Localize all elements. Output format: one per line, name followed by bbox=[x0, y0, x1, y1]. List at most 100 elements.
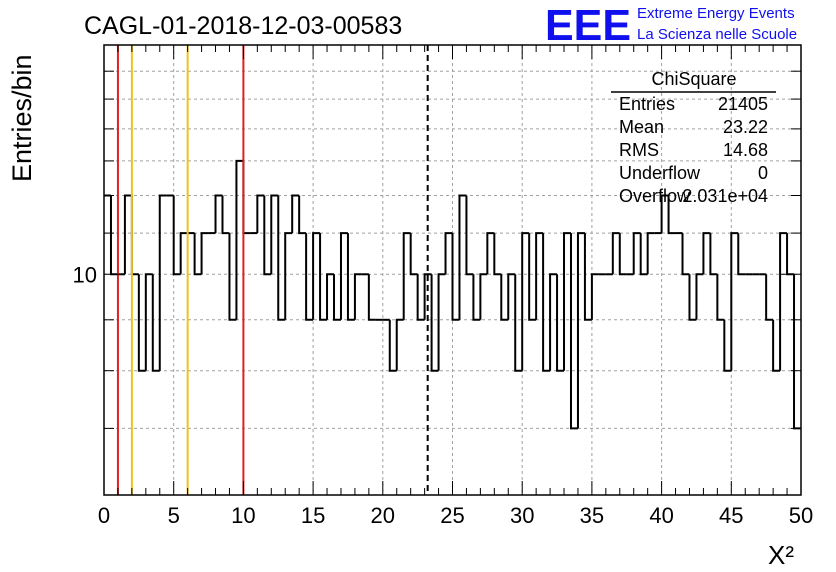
histogram-bin bbox=[312, 232, 321, 320]
stats-value-rms: 14.68 bbox=[723, 140, 768, 160]
histogram-bin bbox=[667, 195, 676, 235]
histogram-bin bbox=[451, 233, 460, 321]
histogram-bin bbox=[291, 194, 300, 234]
histogram-bin bbox=[172, 195, 181, 276]
histogram-bin bbox=[458, 194, 467, 320]
stats-label-rms: RMS bbox=[619, 140, 659, 160]
histogram-bin bbox=[179, 232, 188, 275]
histogram-bin bbox=[444, 232, 453, 275]
stats-value-entries: 21405 bbox=[718, 94, 768, 114]
histogram-bin bbox=[772, 319, 781, 372]
histogram-bin bbox=[493, 233, 502, 276]
histogram-bin bbox=[479, 273, 488, 320]
histogram-bin bbox=[765, 274, 774, 321]
x-tick-label: 15 bbox=[301, 503, 325, 528]
stats-value-mean: 23.22 bbox=[723, 117, 768, 137]
histogram-bin bbox=[367, 274, 376, 321]
x-tick-label: 40 bbox=[649, 503, 673, 528]
histogram-bin bbox=[137, 274, 146, 372]
histogram-bin bbox=[437, 273, 446, 371]
x-tick-label: 0 bbox=[98, 503, 110, 528]
stats-label-mean: Mean bbox=[619, 117, 664, 137]
histogram-bin bbox=[333, 274, 341, 321]
histogram-bin bbox=[284, 232, 293, 320]
histogram-bin bbox=[486, 232, 495, 275]
histogram-bin bbox=[298, 195, 307, 235]
x-tick-label: 30 bbox=[510, 503, 534, 528]
histogram-bin bbox=[353, 273, 362, 320]
histogram-bin bbox=[528, 233, 537, 321]
histogram-bin bbox=[200, 232, 209, 275]
histogram-bin bbox=[228, 233, 237, 321]
histogram-bin bbox=[263, 195, 272, 276]
histogram-bin bbox=[556, 274, 565, 372]
x-tick-label: 20 bbox=[371, 503, 395, 528]
x-tick-label: 10 bbox=[231, 503, 255, 528]
histogram-bin bbox=[242, 160, 251, 235]
histogram-bin bbox=[395, 318, 404, 371]
histogram-bin bbox=[723, 319, 732, 372]
histogram-bin bbox=[326, 273, 335, 320]
histogram-bin bbox=[277, 195, 286, 321]
logo-text: EEE bbox=[545, 1, 631, 50]
stats-value-overflow: 2.031e+04 bbox=[682, 186, 768, 206]
histogram-bin bbox=[319, 233, 328, 321]
histogram-bin bbox=[402, 232, 411, 320]
histogram-bin bbox=[193, 233, 202, 276]
histogram-bin bbox=[779, 232, 788, 371]
histogram-bin bbox=[681, 233, 690, 276]
histogram-bin bbox=[716, 274, 725, 321]
histogram bbox=[104, 159, 801, 430]
stats-label-entries: Entries bbox=[619, 94, 675, 114]
histogram-bin bbox=[793, 274, 801, 430]
axes: 0 5 10 15 20 25 30 35 40 45 50 10 bbox=[73, 44, 813, 528]
logo-line-1: Extreme Energy Events bbox=[637, 5, 795, 22]
y-tick-label: 10 bbox=[73, 262, 97, 287]
stats-value-underflow: 0 bbox=[758, 163, 768, 183]
run-title: CAGL-01-2018-12-03-00583 bbox=[84, 12, 402, 40]
histogram-bin bbox=[632, 232, 641, 275]
histogram-bin bbox=[472, 274, 481, 321]
histogram-bin bbox=[611, 232, 620, 275]
histogram-bin bbox=[786, 233, 795, 276]
histogram-bin bbox=[730, 232, 739, 371]
x-tick-label: 35 bbox=[580, 503, 604, 528]
histogram-bin bbox=[500, 274, 509, 321]
logo-line-2: La Scienza nelle Scuole bbox=[637, 26, 797, 43]
histogram-bin bbox=[583, 233, 592, 321]
histogram-bin bbox=[709, 233, 718, 276]
histogram-bin bbox=[305, 233, 314, 321]
histogram-bin bbox=[569, 233, 578, 430]
histogram-bin bbox=[123, 194, 132, 275]
histogram-bin bbox=[646, 232, 655, 275]
histogram-bin bbox=[346, 233, 355, 321]
histogram-bin bbox=[695, 273, 704, 320]
histogram-bin bbox=[144, 273, 153, 371]
y-axis-label: Entries/bin bbox=[7, 54, 37, 182]
histogram-bin bbox=[542, 233, 551, 372]
histogram-bin bbox=[549, 273, 558, 371]
reference-lines bbox=[116, 45, 429, 495]
histogram-bin bbox=[590, 273, 599, 320]
histogram-bin bbox=[409, 233, 418, 276]
histogram-bin bbox=[130, 195, 139, 276]
histogram-bin bbox=[535, 232, 544, 320]
histogram-bin bbox=[507, 273, 516, 320]
histogram-bin bbox=[214, 194, 223, 234]
histogram-bin bbox=[639, 233, 648, 276]
histogram-bin bbox=[423, 273, 432, 320]
stats-label-underflow: Underflow bbox=[619, 163, 701, 183]
histogram-bin bbox=[563, 232, 571, 371]
stats-title: ChiSquare bbox=[651, 69, 736, 89]
histogram-bin bbox=[465, 195, 474, 276]
x-axis-label: X² bbox=[768, 540, 794, 570]
histogram-bin bbox=[702, 232, 711, 275]
histogram-bin bbox=[158, 194, 167, 371]
histogram-bin bbox=[388, 319, 397, 372]
x-tick-label: 50 bbox=[789, 503, 813, 528]
histogram-bin bbox=[151, 274, 160, 372]
stats-label-overflow: Overflow bbox=[619, 186, 691, 206]
histogram-bin bbox=[256, 194, 265, 234]
x-tick-label: 25 bbox=[440, 503, 464, 528]
eee-logo: EEE Extreme Energy Events La Scienza nel… bbox=[545, 1, 797, 50]
